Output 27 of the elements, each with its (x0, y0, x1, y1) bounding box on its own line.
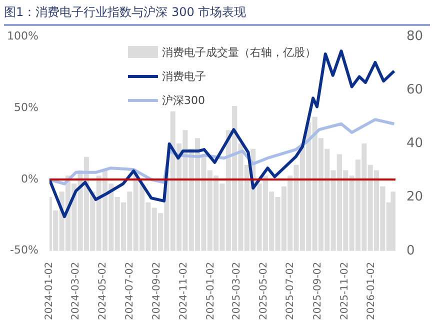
y2-tick-label: 40 (406, 136, 424, 152)
y2-tick-label: 60 (406, 82, 424, 98)
x-tick-label: 2025-05-02 (258, 262, 270, 320)
chart-title: 图1：消费电子行业指数与沪深 300 市场表现 (4, 4, 430, 26)
x-tick-label: 2024-11-02 (178, 262, 190, 320)
bar (390, 192, 396, 251)
x-tick-label: 2025-01-02 (205, 262, 216, 320)
legend-label: 沪深300 (162, 92, 205, 108)
y2-tick-label: 0 (406, 243, 415, 258)
y-tick-label: 100% (6, 30, 38, 43)
x-tick-label: 2024-01-02 (44, 262, 56, 320)
x-tick-label: 2025-09-02 (312, 262, 324, 320)
legend-label: 消费电子 (162, 68, 206, 84)
x-tick-label: 2024-09-02 (152, 262, 163, 320)
x-tick-label: 2025-03-02 (231, 262, 242, 320)
x-tick-label: 2025-07-02 (285, 262, 296, 320)
x-tick-label: 2025-11-02 (339, 262, 350, 320)
x-tick-label: 2024-07-02 (124, 262, 136, 320)
x-tick-label: 2024-03-02 (70, 262, 82, 320)
y-tick-label: -50% (10, 244, 38, 257)
x-tick-label: 2024-05-02 (97, 262, 108, 320)
y-tick-label: 50% (14, 101, 38, 114)
y2-tick-label: 20 (406, 190, 424, 205)
y-tick-label: 0% (20, 172, 38, 186)
y2-tick-label: 80 (406, 29, 424, 44)
legend-label: 消费电子成交量（右轴，亿股） (162, 44, 316, 60)
x-tick-label: 2026-01-02 (366, 262, 378, 320)
